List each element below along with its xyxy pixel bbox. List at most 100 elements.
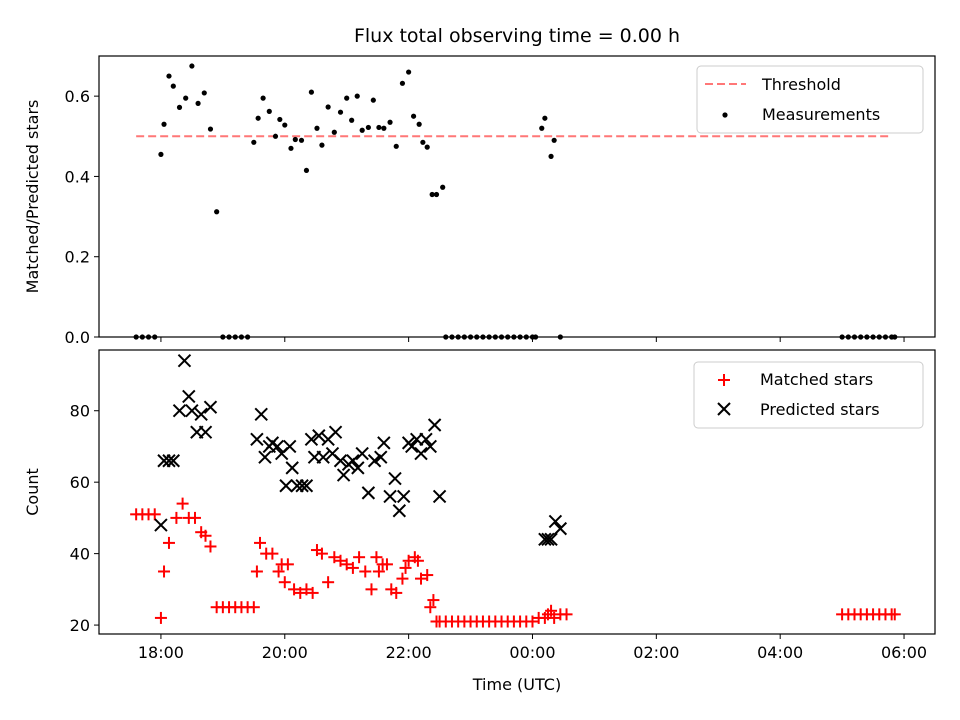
matched-star-point bbox=[148, 508, 161, 521]
measurement-point bbox=[325, 104, 331, 110]
matched-star-point bbox=[353, 551, 366, 564]
predicted-star-point bbox=[336, 468, 351, 482]
measurement-point bbox=[416, 121, 422, 127]
x-tick-label: 06:00 bbox=[881, 643, 927, 662]
matched-star-point bbox=[427, 594, 440, 607]
y-tick-label: 80 bbox=[70, 402, 90, 421]
matched-star-point bbox=[545, 604, 558, 617]
matched-star-point bbox=[548, 611, 561, 624]
predicted-star-point bbox=[427, 418, 442, 432]
matched-star-point bbox=[421, 569, 434, 582]
predicted-star-point bbox=[162, 454, 176, 468]
predicted-star-point bbox=[374, 450, 388, 464]
measurement-point bbox=[344, 95, 350, 101]
measurement-point bbox=[292, 136, 298, 143]
x-tick-label: 20:00 bbox=[262, 643, 308, 662]
predicted-star-point bbox=[203, 400, 218, 414]
predicted-star-point bbox=[194, 407, 208, 422]
predicted-star-point bbox=[177, 354, 192, 368]
measurement-point bbox=[429, 191, 435, 198]
matched-star-point bbox=[346, 561, 359, 574]
measurement-point bbox=[183, 95, 189, 101]
matched-star-point bbox=[272, 565, 285, 578]
predicted-star-point bbox=[304, 432, 319, 447]
measurement-point bbox=[260, 95, 266, 101]
measurement-point bbox=[207, 126, 214, 132]
measurement-point bbox=[266, 108, 272, 114]
matched-star-point bbox=[370, 551, 383, 564]
measurement-point bbox=[381, 125, 387, 131]
measurement-point bbox=[288, 145, 294, 151]
predicted-star-point bbox=[285, 461, 299, 475]
predicted-star-point bbox=[283, 439, 297, 454]
measurement-point bbox=[158, 151, 164, 157]
predicted-star-point bbox=[541, 532, 555, 547]
predicted-star-point bbox=[419, 432, 433, 447]
predicted-star-point bbox=[328, 425, 343, 439]
matched-star-point bbox=[247, 601, 260, 614]
top-axes-frame bbox=[98, 55, 936, 338]
matched-star-point bbox=[281, 558, 294, 571]
predicted-star-point bbox=[383, 489, 397, 504]
bottom-panel: 18:00 20:00 22:00 00:00 02:00 04:00 06:00 20 40… bbox=[23, 349, 936, 662]
predicted-star-point bbox=[166, 454, 181, 468]
x-tick-label: 00:00 bbox=[509, 643, 555, 662]
bottom-y-ticks: 20 40 60 80 bbox=[70, 402, 99, 635]
bottom-y-axis-label: Count bbox=[23, 468, 42, 516]
y-tick-label: 60 bbox=[70, 473, 90, 492]
measurement-point bbox=[354, 93, 360, 99]
predicted-star-point bbox=[432, 489, 447, 504]
predicted-star-point bbox=[254, 407, 268, 422]
measurement-point bbox=[298, 137, 305, 143]
measurement-point bbox=[365, 124, 371, 131]
measurement-point bbox=[201, 90, 207, 96]
matched-star-point bbox=[278, 576, 291, 589]
predicted-star-point bbox=[154, 518, 168, 532]
predicted-star-point bbox=[367, 454, 382, 468]
measurement-point bbox=[406, 69, 412, 75]
measurement-point bbox=[176, 104, 183, 110]
matched-star-point bbox=[188, 511, 201, 524]
matched-stars-legend-label: Matched stars bbox=[760, 370, 873, 389]
predicted-star-point bbox=[405, 439, 419, 454]
measurement-point bbox=[424, 144, 430, 150]
predicted-star-point bbox=[355, 446, 369, 461]
bottom-axes-frame bbox=[98, 349, 936, 635]
measurement-point bbox=[251, 139, 257, 145]
matched-star-point bbox=[315, 547, 328, 560]
x-tick-label: 02:00 bbox=[633, 643, 679, 662]
figure-title: Flux total observing time = 0.00 h bbox=[354, 25, 680, 47]
measurement-point bbox=[548, 153, 554, 159]
predicted-star-point bbox=[392, 504, 407, 518]
measurement-point bbox=[272, 133, 279, 139]
top-legend: Threshold Measurements bbox=[696, 65, 924, 134]
measurement-point bbox=[440, 184, 446, 190]
x-tick-label: 18:00 bbox=[138, 643, 184, 662]
predicted-star-point bbox=[270, 439, 285, 454]
predicted-star-point bbox=[299, 479, 314, 493]
matched-star-point bbox=[372, 565, 385, 578]
measurement-point bbox=[410, 113, 417, 119]
predicted-star-point bbox=[333, 454, 348, 468]
matched-star-point bbox=[396, 572, 409, 585]
measurement-point bbox=[319, 142, 325, 148]
predicted-star-point bbox=[388, 471, 402, 486]
y-tick-label: 0.6 bbox=[65, 87, 90, 106]
threshold-legend-label: Threshold bbox=[761, 75, 841, 94]
predicted-stars-legend-swatch bbox=[717, 402, 731, 416]
y-tick-label: 0.0 bbox=[65, 328, 90, 347]
matched-star-point bbox=[340, 558, 353, 571]
matched-star-point bbox=[415, 572, 428, 585]
matched-star-point bbox=[424, 601, 437, 614]
matched-star-point bbox=[328, 551, 341, 564]
y-tick-label: 0.4 bbox=[65, 167, 90, 186]
top-x-ticks bbox=[160, 337, 905, 342]
matched-star-point bbox=[158, 565, 171, 578]
matched-star-point bbox=[170, 511, 183, 524]
predicted-star-point bbox=[351, 461, 365, 475]
measurement-point bbox=[399, 80, 406, 86]
matched-star-point bbox=[176, 497, 189, 510]
measurement-point bbox=[337, 109, 344, 115]
y-tick-label: 40 bbox=[70, 545, 90, 564]
